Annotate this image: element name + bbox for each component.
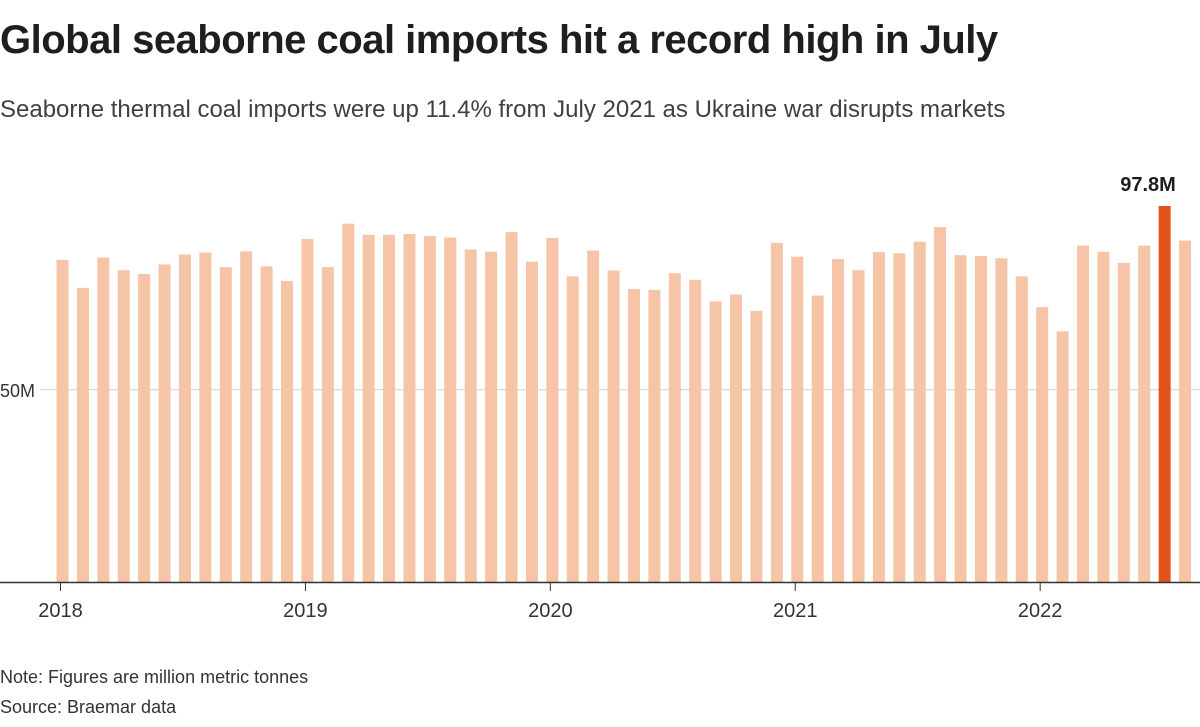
bar (546, 237, 559, 582)
bar (1097, 251, 1110, 582)
bar (1056, 331, 1069, 582)
bar (1117, 262, 1130, 582)
bar (627, 289, 640, 582)
bar (505, 232, 518, 583)
bar (872, 252, 885, 583)
x-tick-label: 2018 (38, 600, 83, 622)
bar (811, 295, 824, 582)
x-tick-label: 2020 (528, 600, 573, 622)
bar (321, 267, 334, 582)
bar (954, 255, 967, 582)
bar (770, 242, 783, 583)
bar (362, 234, 375, 582)
bar (525, 261, 538, 582)
bar (199, 252, 212, 583)
record-value-label: 97.8M (1120, 174, 1176, 196)
bar (1036, 307, 1049, 582)
bar (995, 258, 1008, 582)
x-axis-ticks: 2018 2019 2020 2021 2022 (38, 582, 1062, 622)
bar (485, 251, 498, 582)
bar (383, 234, 396, 582)
chart-subtitle: Seaborne thermal coal imports were up 11… (0, 96, 1006, 123)
bar (342, 223, 355, 583)
bar (709, 301, 722, 582)
bar (56, 259, 69, 582)
bar (97, 257, 110, 582)
bar (1015, 276, 1028, 582)
bar (158, 264, 171, 582)
chart-labels: 50M 97.8M (0, 174, 1176, 401)
bar (423, 235, 436, 582)
x-tick-label: 2022 (1018, 600, 1063, 622)
bar (791, 256, 804, 582)
bar (444, 237, 457, 582)
bar (974, 255, 987, 582)
bar (240, 251, 253, 582)
bar (852, 270, 865, 582)
bar (178, 254, 191, 582)
bar (566, 276, 579, 582)
chart-title: Global seaborne coal imports hit a recor… (0, 18, 998, 62)
bar (301, 239, 314, 582)
bar (76, 287, 89, 582)
bars (56, 206, 1192, 583)
bar (281, 280, 294, 582)
bar (689, 279, 702, 582)
bar (607, 270, 620, 582)
bar (750, 310, 763, 582)
bar (832, 259, 845, 582)
bar (464, 249, 477, 582)
bar (1138, 245, 1151, 582)
bar (893, 253, 906, 583)
bar (934, 227, 947, 582)
bar (117, 270, 130, 582)
x-tick-label: 2019 (283, 600, 328, 622)
y-tick-label: 50M (0, 381, 35, 401)
bar (138, 274, 151, 582)
x-tick-label: 2021 (773, 600, 818, 622)
bar (219, 267, 232, 582)
bar (260, 266, 273, 582)
chart-note: Note: Figures are million metric tonnes (0, 667, 309, 687)
bar (668, 273, 681, 582)
chart-source: Source: Braemar data (0, 697, 177, 717)
bar (587, 250, 600, 582)
bar (730, 294, 743, 582)
bar-highlight (1158, 206, 1171, 582)
bar (913, 241, 926, 582)
bar (1077, 245, 1089, 582)
bar (1179, 240, 1192, 582)
bar (648, 289, 661, 582)
bar (403, 234, 416, 583)
